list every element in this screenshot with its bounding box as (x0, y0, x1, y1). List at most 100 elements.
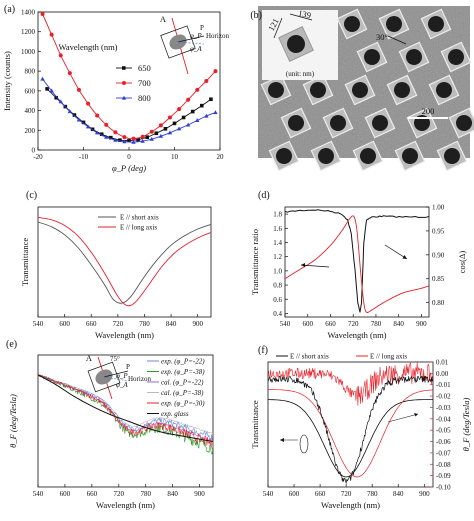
panel-e-legend-label: cal. (φ_P=-38) (161, 389, 204, 397)
panel-a-ylabel: Intensity (counts) (2, 51, 12, 111)
panel-a-y-tick-label: 1200 (21, 28, 36, 36)
panel-e-letter: (e) (6, 339, 17, 350)
panel-d-x-tick-label: 840 (393, 320, 404, 328)
panel-d-y-tick-label: 1.4 (273, 239, 282, 247)
panel-f-y2-tick-label: -0.08 (436, 461, 451, 469)
panel-d-y-tick-label: 1.0 (273, 267, 282, 275)
panel-a-legend-marker (122, 66, 126, 70)
panel-a-point (182, 116, 186, 120)
panel-a-y-tick-label: 1000 (21, 48, 36, 56)
panel-e-inset-A: A (86, 353, 93, 363)
panel-f-y2-tick-label: -0.01 (436, 381, 451, 389)
panel-a-point (177, 107, 181, 111)
panel-a-point (40, 77, 44, 81)
panel-a-inset-A: A (160, 14, 167, 24)
panel-f-arrow-right (388, 414, 418, 422)
panel-a-x-tick-label: 10 (171, 153, 179, 161)
panel-a-point (173, 122, 177, 126)
panel-a-inset-P: P (200, 24, 204, 32)
panel-a-y-tick-label: 0 (32, 147, 36, 155)
panel-e-ylabel: θ_F (deg/Tesla) (8, 394, 18, 448)
panel-d-y2-tick-label: 0.90 (432, 251, 445, 259)
panel-c-x-tick-label: 900 (192, 320, 203, 328)
panel-d-y-tick-label: 0.4 (273, 310, 282, 318)
panel-a-point (104, 123, 108, 127)
panel-a-point (186, 98, 190, 102)
panel-f-letter: (f) (258, 345, 268, 356)
panel-a-point (150, 130, 154, 134)
panel-d-arrowhead-left (301, 263, 305, 267)
panel-d-y2-tick-label: 0.95 (432, 227, 445, 235)
panel-a-point (204, 79, 208, 83)
panel-a-y-tick-label: 600 (25, 87, 36, 95)
panel-a-inset-horizon: Horizon (206, 32, 229, 40)
panel-e-xlabel: Wavelength (nm) (96, 500, 155, 510)
panel-f-y2-tick-label: 0.00 (436, 370, 449, 378)
panel-a-point (200, 104, 204, 108)
panel-c-x-tick-label: 780 (139, 320, 150, 328)
panel-a-y-tick-label: 200 (25, 127, 36, 135)
panel-f-arrowhead-left (280, 438, 284, 442)
panel-f-transmittance-long (268, 390, 433, 478)
panel-d-ylabel: Transmittance ratio (250, 229, 260, 295)
panel-a-point (191, 110, 195, 114)
panel-e-inset-horizon: Horizon (128, 375, 151, 383)
panel-e-inset-P: P (126, 363, 130, 371)
panel-a-y-tick-label: 400 (25, 107, 36, 115)
panel-b-angle: 30° (376, 32, 388, 42)
panel-f-x-tick-label: 660 (315, 490, 326, 498)
panel-e-x-tick-label: 660 (87, 490, 98, 498)
panel-f-y2-tick-label: -0.06 (436, 438, 451, 446)
panel-a-point (86, 102, 90, 106)
panel-c-xlabel: Wavelength (nm) (95, 330, 154, 340)
panel-d-y2-tick-label: 0.80 (432, 299, 445, 307)
panel-c-legend-label: E // long axis (120, 224, 157, 232)
panel-f-ylabel: Transmittance (250, 400, 260, 449)
panel-a-legend-title: Wavelength (nm) (58, 42, 117, 52)
panel-a-point (59, 53, 63, 57)
panel-a-x-tick-label: 0 (127, 153, 131, 161)
panel-a-point (195, 88, 199, 92)
panel-c-legend-label: E // short axis (120, 214, 159, 222)
panel-d-x-tick-label: 600 (302, 320, 313, 328)
panel-d-x-tick-label: 660 (325, 320, 336, 328)
panel-d-x-tick-label: 900 (416, 320, 427, 328)
panel-e-legend-label: cal. (φ_P=-22) (161, 379, 204, 387)
panel-d-xlabel: Wavelength (nm) (327, 330, 386, 340)
panel-a-point (113, 130, 117, 134)
panel-e-x-tick-label: 540 (33, 490, 44, 498)
panel-f-y2label: θ_F (deg/Tesla) (461, 397, 471, 451)
panel-f-x-tick-label: 900 (419, 490, 430, 498)
panel-d-y-tick-label: 1.8 (273, 211, 282, 219)
panel-a-point (41, 12, 45, 16)
panel-d-y2label: cos(Δ) (457, 251, 467, 274)
panel-a-xlabel: φ_P (deg) (112, 163, 146, 173)
panel-d-letter: (d) (258, 190, 270, 201)
panel-f-xlabel: Wavelength (nm) (321, 500, 380, 510)
panel-e-legend-label: exp. (φ_P=-38) (161, 368, 205, 376)
panel-a-legend-label: 700 (138, 78, 151, 88)
panel-d-y2-tick-label: 0.85 (432, 275, 445, 283)
panel-d-x-tick-label: 540 (280, 320, 291, 328)
panel-a-point (122, 135, 126, 139)
panel-a-y-tick-label: 800 (25, 68, 36, 76)
panel-a-legend-label: 800 (138, 93, 151, 103)
panel-a-legend-marker (122, 81, 126, 85)
panel-d-x-tick-label: 780 (371, 320, 382, 328)
panel-a-point (141, 135, 145, 139)
panel-c-letter: (c) (26, 190, 37, 201)
panel-b-unit: (unit: nm) (286, 70, 315, 78)
panel-f-y2-tick-label: -0.03 (436, 404, 451, 412)
panel-c-x-tick-label: 660 (86, 320, 97, 328)
panel-e-x-tick-label: 780 (140, 490, 151, 498)
panel-f-thetaF-long (268, 363, 433, 406)
panel-f-legend-label: E // short axis (290, 353, 329, 361)
panel-a-point (95, 114, 99, 118)
panel-f-y2-tick-label: -0.02 (436, 393, 451, 401)
panel-a-point (155, 131, 159, 135)
panel-e-inset-phiP: φ_P (116, 372, 128, 380)
panel-e-legend-label: exp. (φ_P=-30) (161, 400, 205, 408)
panel-a-point (213, 69, 217, 73)
panel-d-y-tick-label: 0.6 (273, 296, 282, 304)
